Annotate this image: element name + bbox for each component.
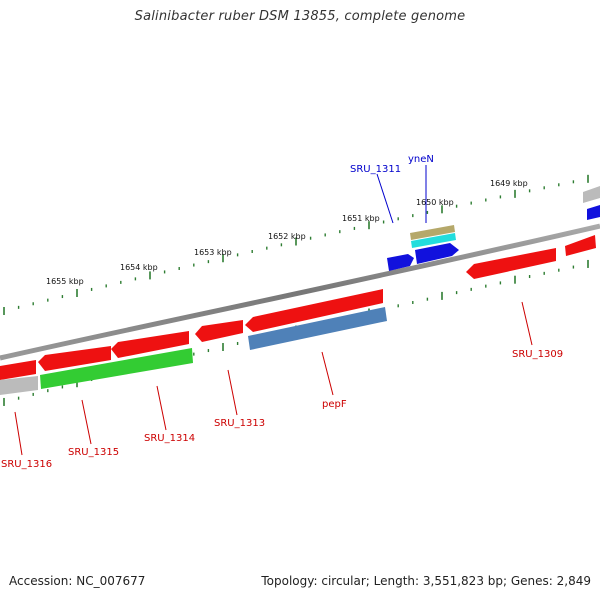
- gene-label-SRU_1315[interactable]: SRU_1315: [68, 447, 119, 458]
- accession-text: Accession: NC_007677: [9, 574, 146, 588]
- leader-line-SRU_1313: [227, 369, 238, 416]
- gene-feature-yneN-tan[interactable]: [410, 225, 455, 240]
- scale-label-1655: 1655 kbp: [46, 277, 84, 286]
- leader-line-SRU_1314: [156, 385, 167, 431]
- scale-label-1650: 1650 kbp: [416, 198, 454, 207]
- gene-feature-SRU_1311-blue[interactable]: [387, 254, 414, 271]
- gene-label-SRU_1309[interactable]: SRU_1309: [512, 349, 563, 360]
- gene-feature-SRU_1313[interactable]: [195, 320, 243, 342]
- scale-label-1651: 1651 kbp: [342, 214, 380, 223]
- gene-feature-yneN-cyan[interactable]: [411, 233, 456, 248]
- map-title: Salinibacter ruber DSM 13855, complete g…: [134, 9, 466, 24]
- gene-label-SRU_1314[interactable]: SRU_1314: [144, 433, 195, 444]
- leader-line-SRU_1316: [14, 411, 23, 456]
- gene-feature-SRU_1314-red[interactable]: [111, 331, 189, 358]
- leader-line-SRU_1315: [81, 399, 92, 445]
- gene-label-SRU_1316[interactable]: SRU_1316: [1, 459, 52, 470]
- gene-feature-gray-left[interactable]: [0, 376, 38, 395]
- gene-label-SRU_1311[interactable]: SRU_1311: [350, 164, 401, 175]
- gene-feature-blue-arrow[interactable]: [415, 243, 459, 264]
- gene-feature-pepF-red[interactable]: [245, 289, 383, 332]
- scale-label-1652: 1652 kbp: [268, 232, 306, 241]
- gene-feature-green[interactable]: [40, 348, 193, 389]
- gene-feature-SRU_1309[interactable]: [466, 248, 556, 279]
- leader-line-SRU_1309: [521, 301, 533, 346]
- genome-backbone: [0, 223, 600, 361]
- gene-label-SRU_1313[interactable]: SRU_1313: [214, 418, 265, 429]
- genome-summary-text: Topology: circular; Length: 3,551,823 bp…: [261, 574, 591, 588]
- leader-line-SRU_1311: [376, 173, 394, 224]
- gene-feature-top-right-gray[interactable]: [583, 186, 600, 203]
- gene-label-yneN[interactable]: yneN: [408, 154, 434, 165]
- leader-line-pepF: [321, 351, 334, 396]
- scale-label-1649: 1649 kbp: [490, 179, 528, 188]
- scale-label-1654: 1654 kbp: [120, 263, 158, 272]
- gene-feature-top-right-blue[interactable]: [587, 205, 600, 220]
- gene-feature-pepF-steel[interactable]: [248, 307, 387, 350]
- gene-label-pepF[interactable]: pepF: [322, 399, 347, 410]
- gene-feature-SRU_1316-red[interactable]: [0, 360, 36, 380]
- gene-feature-SRU_1315-red[interactable]: [38, 346, 111, 371]
- scale-label-1653: 1653 kbp: [194, 248, 232, 257]
- upper-scale-ticks: [3, 174, 589, 316]
- gene-feature-red-right[interactable]: [565, 235, 596, 256]
